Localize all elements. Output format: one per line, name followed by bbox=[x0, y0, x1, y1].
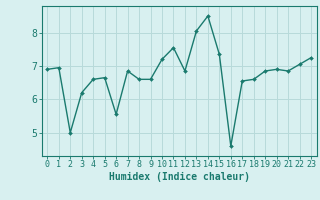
X-axis label: Humidex (Indice chaleur): Humidex (Indice chaleur) bbox=[109, 172, 250, 182]
